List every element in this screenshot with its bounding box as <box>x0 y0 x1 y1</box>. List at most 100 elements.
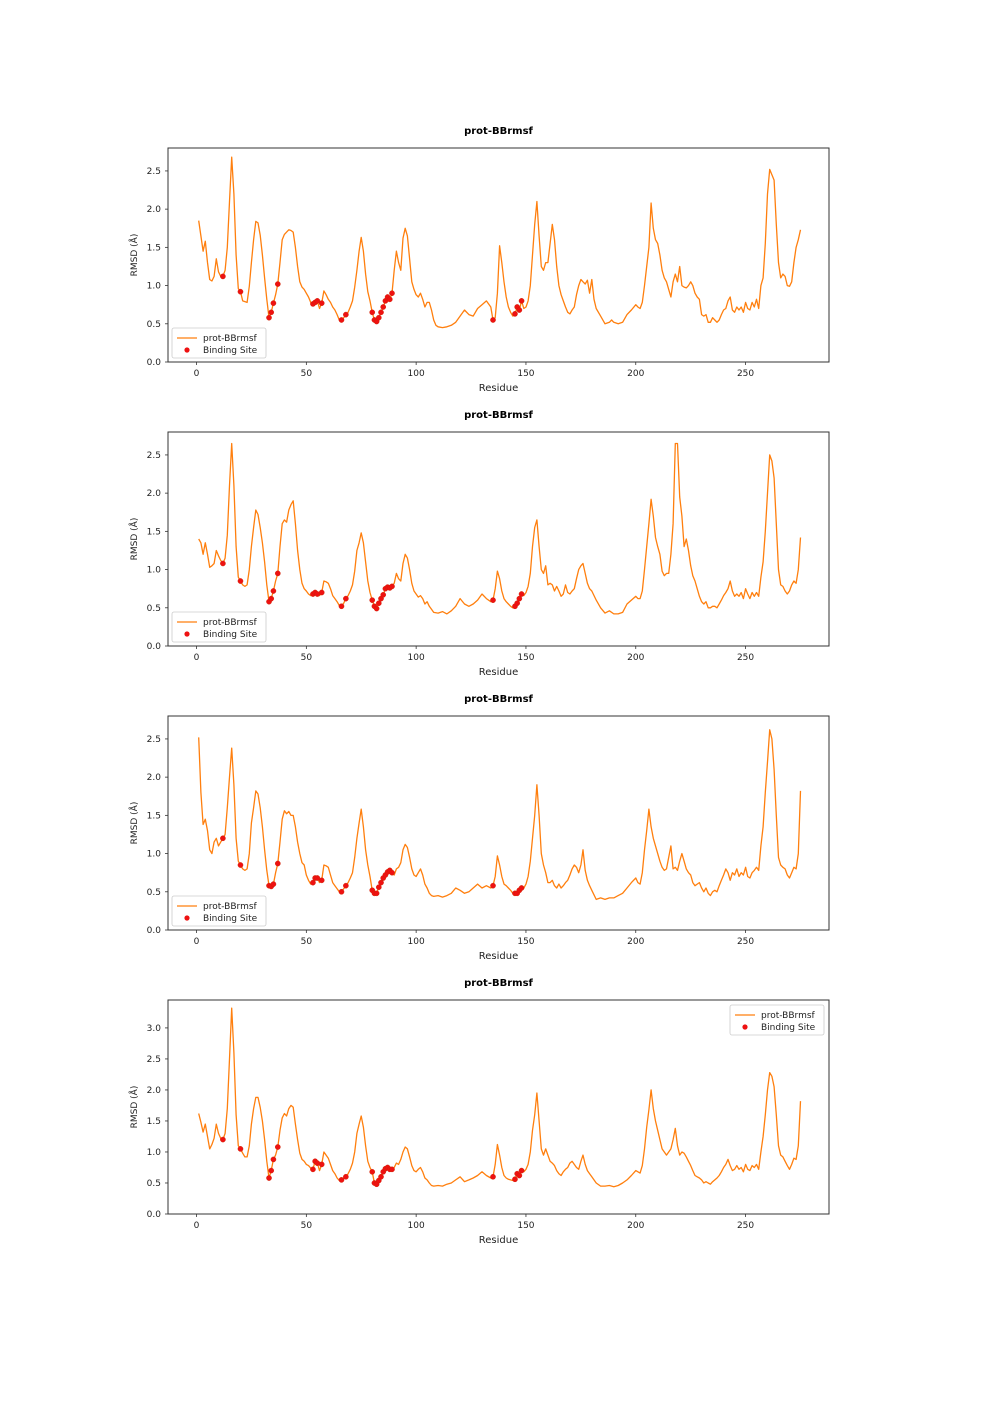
y-tick-label: 1.5 <box>147 527 161 537</box>
x-tick-label: 100 <box>408 369 425 379</box>
y-tick-label: 0.5 <box>147 604 161 614</box>
legend-line-label: prot-BBrmsf <box>203 334 258 344</box>
x-tick-label: 250 <box>737 937 754 947</box>
y-tick-label: 1.0 <box>147 1148 162 1158</box>
chart-title: prot-BBrmsf <box>464 126 533 137</box>
x-tick-label: 250 <box>737 369 754 379</box>
binding-site-point <box>376 884 382 891</box>
binding-site-point <box>338 888 345 895</box>
y-axis-label: RMSD (Å) <box>128 234 140 277</box>
legend-marker-label: Binding Site <box>203 630 258 640</box>
binding-site-point <box>378 1173 384 1180</box>
x-tick-label: 0 <box>194 1221 200 1231</box>
y-tick-label: 1.5 <box>147 1117 161 1127</box>
x-tick-label: 0 <box>194 653 200 663</box>
binding-site-point <box>378 879 384 886</box>
x-tick-label: 250 <box>737 653 754 663</box>
rmsf-line <box>198 442 802 615</box>
binding-site-point <box>343 882 349 889</box>
rmsf-line <box>198 729 802 901</box>
binding-site-point <box>378 309 384 316</box>
chart-title: prot-BBrmsf <box>464 694 533 705</box>
binding-site-point <box>490 1173 496 1180</box>
binding-site-point <box>338 1177 345 1183</box>
y-tick-label: 2.5 <box>147 167 161 177</box>
legend-box <box>171 611 267 643</box>
y-axis-label: RMSD (Å) <box>128 518 140 561</box>
y-tick-label: 0.5 <box>147 1179 161 1189</box>
x-tick-label: 0 <box>194 937 200 947</box>
binding-site-point <box>310 879 316 886</box>
binding-site-point <box>270 300 277 306</box>
binding-site-point <box>343 1173 349 1180</box>
rmsf-line <box>198 1007 802 1188</box>
y-tick-label: 2.0 <box>147 489 162 499</box>
binding-site-point <box>220 273 226 280</box>
plot-area <box>167 999 830 1215</box>
y-tick-label: 1.0 <box>147 282 162 292</box>
binding-site-point <box>270 1156 277 1163</box>
legend-marker-swatch <box>742 1024 748 1030</box>
y-tick-label: 2.5 <box>147 1055 161 1065</box>
x-axis-label: Residue <box>479 383 518 394</box>
binding-site-point <box>389 869 395 876</box>
binding-site-point <box>389 290 395 297</box>
legend-box <box>171 895 267 927</box>
legend-line-label: prot-BBrmsf <box>203 618 258 628</box>
binding-site-point <box>237 578 244 584</box>
y-tick-label: 2.5 <box>147 451 161 461</box>
legend-line-label: prot-BBrmsf <box>203 902 258 912</box>
x-tick-label: 150 <box>517 1221 534 1231</box>
binding-site-point <box>275 1144 281 1150</box>
x-tick-label: 150 <box>517 369 534 379</box>
binding-site-point <box>343 311 349 318</box>
legend-marker-swatch <box>184 347 190 353</box>
binding-site-point <box>376 314 382 321</box>
y-tick-label: 0.0 <box>147 926 162 936</box>
binding-site-point <box>518 885 525 891</box>
binding-site-point <box>490 317 496 323</box>
binding-site-point <box>518 298 525 304</box>
binding-site-point <box>318 1161 325 1168</box>
y-axis-label: RMSD (Å) <box>128 802 140 845</box>
binding-site-point <box>220 835 226 842</box>
binding-site-point <box>516 595 523 602</box>
binding-site-point <box>518 591 525 597</box>
x-axis-label: Residue <box>479 951 518 962</box>
binding-site-point <box>237 1146 244 1152</box>
binding-site-point <box>270 881 277 887</box>
binding-site-point <box>490 882 496 889</box>
binding-site-point <box>490 597 496 603</box>
binding-site-point <box>266 314 272 321</box>
binding-site-point <box>268 309 275 316</box>
x-tick-label: 100 <box>408 653 425 663</box>
legend-box <box>729 1004 825 1036</box>
x-tick-label: 100 <box>408 937 425 947</box>
binding-site-point <box>389 583 395 590</box>
x-tick-label: 150 <box>517 937 534 947</box>
x-axis-label: Residue <box>479 1235 518 1246</box>
binding-site-point <box>518 1167 525 1174</box>
y-tick-label: 2.0 <box>147 773 162 783</box>
binding-site-point <box>318 877 325 884</box>
x-tick-label: 50 <box>301 653 313 663</box>
chart-title: prot-BBrmsf <box>464 978 533 989</box>
legend-line-label: prot-BBrmsf <box>761 1011 816 1021</box>
binding-site-point <box>516 307 523 313</box>
chart-panel-4: prot-BBrmsf 0 50 100 150 200 250 0.0 0.5 1.0 1.5 2.… <box>128 978 830 1246</box>
binding-site-point <box>318 300 325 306</box>
x-tick-label: 0 <box>194 369 200 379</box>
chart-panel-3: prot-BBrmsf 0 50 100 150 200 250 0.0 0.5 1.0 1.5 2.… <box>128 694 830 962</box>
y-tick-label: 2.5 <box>147 735 161 745</box>
x-tick-label: 150 <box>517 653 534 663</box>
x-tick-label: 100 <box>408 1221 425 1231</box>
binding-site-point <box>237 862 244 868</box>
binding-site-point <box>314 298 321 304</box>
binding-site-point <box>376 600 382 607</box>
legend-marker-label: Binding Site <box>203 346 258 356</box>
binding-site-point <box>514 600 520 607</box>
y-tick-label: 0.0 <box>147 642 162 652</box>
y-tick-label: 1.0 <box>147 850 162 860</box>
